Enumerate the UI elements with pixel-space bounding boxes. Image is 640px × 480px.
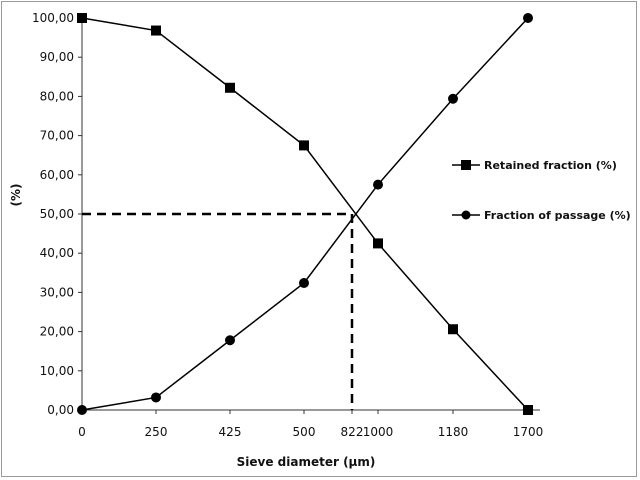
y-tick-label: 60,00 bbox=[40, 168, 74, 182]
x-tick-label: 0 bbox=[78, 425, 86, 439]
series-1 bbox=[77, 13, 533, 415]
x-tick-label: 1000 bbox=[363, 425, 394, 439]
series-layer bbox=[77, 13, 533, 415]
legend-label: Fraction of passage (%) bbox=[484, 209, 631, 222]
y-tick-label: 10,00 bbox=[40, 364, 74, 378]
legend-marker-circle bbox=[461, 210, 471, 220]
y-tick-label: 40,00 bbox=[40, 246, 74, 260]
legend-marker-square bbox=[461, 160, 471, 170]
data-point-square bbox=[373, 238, 383, 249]
data-point-square bbox=[448, 324, 458, 335]
data-point-circle bbox=[373, 179, 383, 190]
y-tick-label: 30,00 bbox=[40, 285, 74, 299]
legend-label: Retained fraction (%) bbox=[484, 159, 617, 172]
x-tick-label: 250 bbox=[145, 425, 168, 439]
y-tick-label: 80,00 bbox=[40, 89, 74, 103]
reference-lines bbox=[82, 212, 354, 410]
legend-item-0: Retained fraction (%) bbox=[452, 159, 617, 172]
y-tick-label: 90,00 bbox=[40, 50, 74, 64]
y-tick-label: 20,00 bbox=[40, 325, 74, 339]
y-tick-label: 100,00 bbox=[32, 11, 74, 25]
x-tick-label: 1180 bbox=[438, 425, 469, 439]
x-tick-label: 1700 bbox=[513, 425, 544, 439]
data-point-square bbox=[151, 25, 161, 36]
legend-item-1: Fraction of passage (%) bbox=[452, 209, 631, 222]
data-point-circle bbox=[77, 405, 87, 415]
x-tick-label: 500 bbox=[293, 425, 316, 439]
data-point-square bbox=[523, 405, 533, 415]
series-0 bbox=[77, 13, 533, 415]
y-tick-label: 50,00 bbox=[40, 207, 74, 221]
axes bbox=[78, 17, 540, 414]
data-point-circle bbox=[151, 392, 161, 403]
tick-labels: 0,00 10,00 20,00 30,00 40,00 50,00 60,00 70,00 8… bbox=[32, 11, 543, 439]
x-tick-label: 425 bbox=[219, 425, 242, 439]
data-point-circle bbox=[448, 93, 458, 104]
legend: Retained fraction (%) Fraction of passage… bbox=[452, 159, 631, 222]
y-tick-label: 70,00 bbox=[40, 129, 74, 143]
y-axis-title: (%) bbox=[9, 184, 23, 207]
x-tick-label: 822 bbox=[341, 425, 364, 439]
data-point-circle bbox=[523, 13, 533, 23]
x-axis-title: Sieve diameter (µm) bbox=[237, 455, 376, 469]
data-point-square bbox=[299, 140, 309, 151]
data-point-square bbox=[225, 82, 235, 93]
data-point-circle bbox=[299, 277, 309, 288]
data-point-circle bbox=[225, 335, 235, 346]
data-point-square bbox=[77, 13, 87, 23]
y-tick-label: 0,00 bbox=[47, 403, 74, 417]
